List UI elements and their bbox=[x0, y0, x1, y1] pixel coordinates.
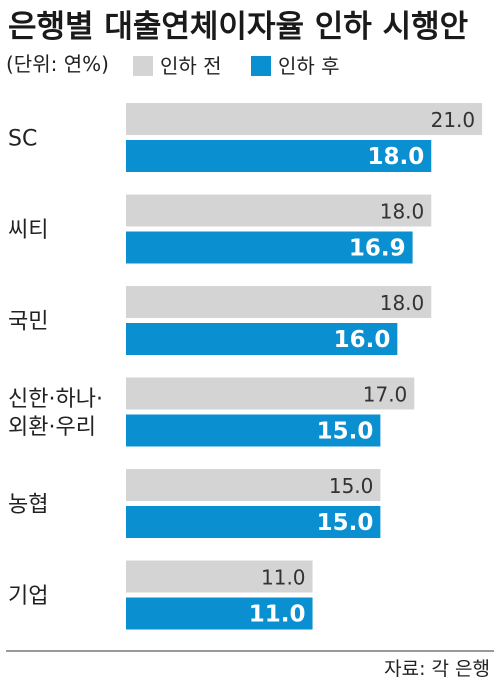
value-label-after: 16.9 bbox=[349, 236, 406, 262]
bar-after bbox=[126, 323, 398, 355]
bar-before bbox=[126, 194, 432, 227]
value-label-before: 21.0 bbox=[431, 108, 476, 132]
value-label-before: 11.0 bbox=[261, 566, 306, 590]
bar-before bbox=[126, 469, 381, 501]
bar-after bbox=[126, 597, 313, 630]
category-label: 씨티 bbox=[8, 218, 48, 243]
category-label-line: 신한·하나· bbox=[8, 387, 103, 412]
value-label-after: 15.0 bbox=[317, 510, 374, 536]
legend-swatch-before bbox=[133, 56, 153, 76]
legend-label-before: 인하 전 bbox=[160, 54, 222, 78]
legend: 인하 전 인하 후 bbox=[133, 54, 340, 78]
category-label-line: 기업 bbox=[8, 584, 48, 609]
value-label-before: 18.0 bbox=[380, 200, 425, 224]
bar-before bbox=[126, 103, 483, 135]
category-label-line: 농협 bbox=[8, 493, 48, 518]
bar-before bbox=[126, 377, 415, 410]
legend-swatch-after bbox=[251, 56, 271, 76]
legend-label-after: 인하 후 bbox=[278, 54, 340, 78]
category-label: SC bbox=[8, 127, 37, 152]
value-label-before: 17.0 bbox=[363, 383, 408, 407]
value-label-after: 16.0 bbox=[334, 327, 391, 353]
value-label-before: 15.0 bbox=[329, 474, 374, 498]
bar-after bbox=[126, 506, 381, 538]
bar-after bbox=[126, 231, 413, 264]
bar-after bbox=[126, 140, 432, 172]
category-label-line: SC bbox=[8, 127, 37, 152]
category-label: 기업 bbox=[8, 584, 48, 609]
unit-label: (단위: 연%) bbox=[6, 52, 109, 76]
category-label-line: 씨티 bbox=[8, 218, 48, 243]
bar-after bbox=[126, 414, 381, 447]
category-label-line: 국민 bbox=[8, 310, 48, 335]
value-label-after: 11.0 bbox=[249, 602, 306, 628]
bar-before bbox=[126, 560, 313, 593]
source-note: 자료: 각 은행 bbox=[384, 658, 490, 680]
value-label-after: 15.0 bbox=[317, 419, 374, 445]
category-label: 농협 bbox=[8, 493, 48, 518]
category-label: 신한·하나· 외환·우리 bbox=[8, 387, 103, 440]
category-label: 국민 bbox=[8, 310, 48, 335]
value-label-before: 18.0 bbox=[380, 291, 425, 315]
category-label-line: 외환·우리 bbox=[8, 415, 96, 440]
value-label-after: 18.0 bbox=[368, 144, 425, 170]
chart-title: 은행별 대출연체이자율 인하 시행안 bbox=[8, 9, 468, 45]
bar-before bbox=[126, 286, 432, 318]
